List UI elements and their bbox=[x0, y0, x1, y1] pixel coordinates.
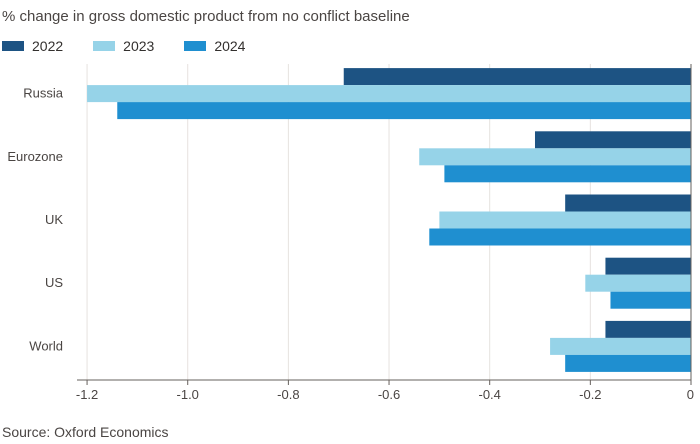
x-tick-label: -1.0 bbox=[177, 387, 199, 402]
bar-eurozone-2022 bbox=[534, 131, 691, 149]
legend-swatch-2023 bbox=[93, 41, 116, 51]
x-tick-label: -0.2 bbox=[579, 387, 601, 402]
bar-world-2023 bbox=[550, 337, 691, 355]
category-label-russia: Russia bbox=[23, 86, 64, 101]
bar-us-2024 bbox=[610, 291, 691, 309]
category-label-eurozone: Eurozone bbox=[7, 149, 63, 164]
legend-swatch-2024 bbox=[184, 41, 207, 51]
category-label-uk: UK bbox=[45, 212, 63, 227]
legend-item-2023: 2023 bbox=[93, 38, 154, 54]
bar-eurozone-2023 bbox=[419, 148, 691, 166]
bar-world-2024 bbox=[565, 354, 691, 372]
bar-us-2023 bbox=[585, 274, 691, 292]
bar-russia-2024 bbox=[117, 102, 691, 120]
bar-uk-2024 bbox=[429, 228, 691, 246]
x-tick-label: 0 bbox=[687, 387, 694, 402]
legend-label-2024: 2024 bbox=[214, 38, 246, 54]
legend-swatch-2022 bbox=[2, 41, 24, 51]
legend-label-2022: 2022 bbox=[32, 38, 64, 54]
x-tick-label: -0.8 bbox=[277, 387, 299, 402]
source-note: Source: Oxford Economics bbox=[2, 424, 169, 440]
x-tick-label: -1.2 bbox=[76, 387, 98, 402]
legend-item-2024: 2024 bbox=[184, 38, 245, 54]
x-tick-label: -0.4 bbox=[478, 387, 500, 402]
bar-russia-2023 bbox=[87, 85, 692, 103]
bar-russia-2022 bbox=[343, 68, 691, 86]
category-label-us: US bbox=[45, 275, 63, 290]
bar-uk-2022 bbox=[565, 194, 691, 212]
legend-item-2022: 2022 bbox=[2, 38, 63, 54]
bar-uk-2023 bbox=[439, 211, 691, 229]
bar-us-2022 bbox=[605, 257, 691, 275]
bar-eurozone-2024 bbox=[444, 165, 691, 183]
category-label-world: World bbox=[29, 338, 63, 353]
bar-world-2022 bbox=[605, 320, 691, 338]
chart-legend: 2022 2023 2024 bbox=[2, 38, 275, 54]
chart-subtitle: % change in gross domestic product from … bbox=[2, 8, 410, 25]
x-tick-label: -0.6 bbox=[378, 387, 400, 402]
legend-label-2023: 2023 bbox=[123, 38, 155, 54]
